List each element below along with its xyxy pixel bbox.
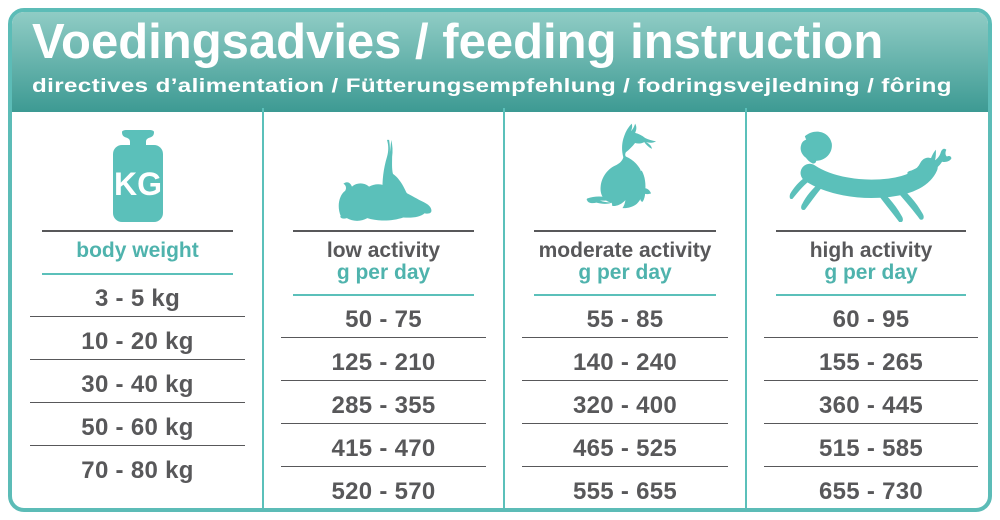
svg-text:KG: KG [114,166,162,202]
